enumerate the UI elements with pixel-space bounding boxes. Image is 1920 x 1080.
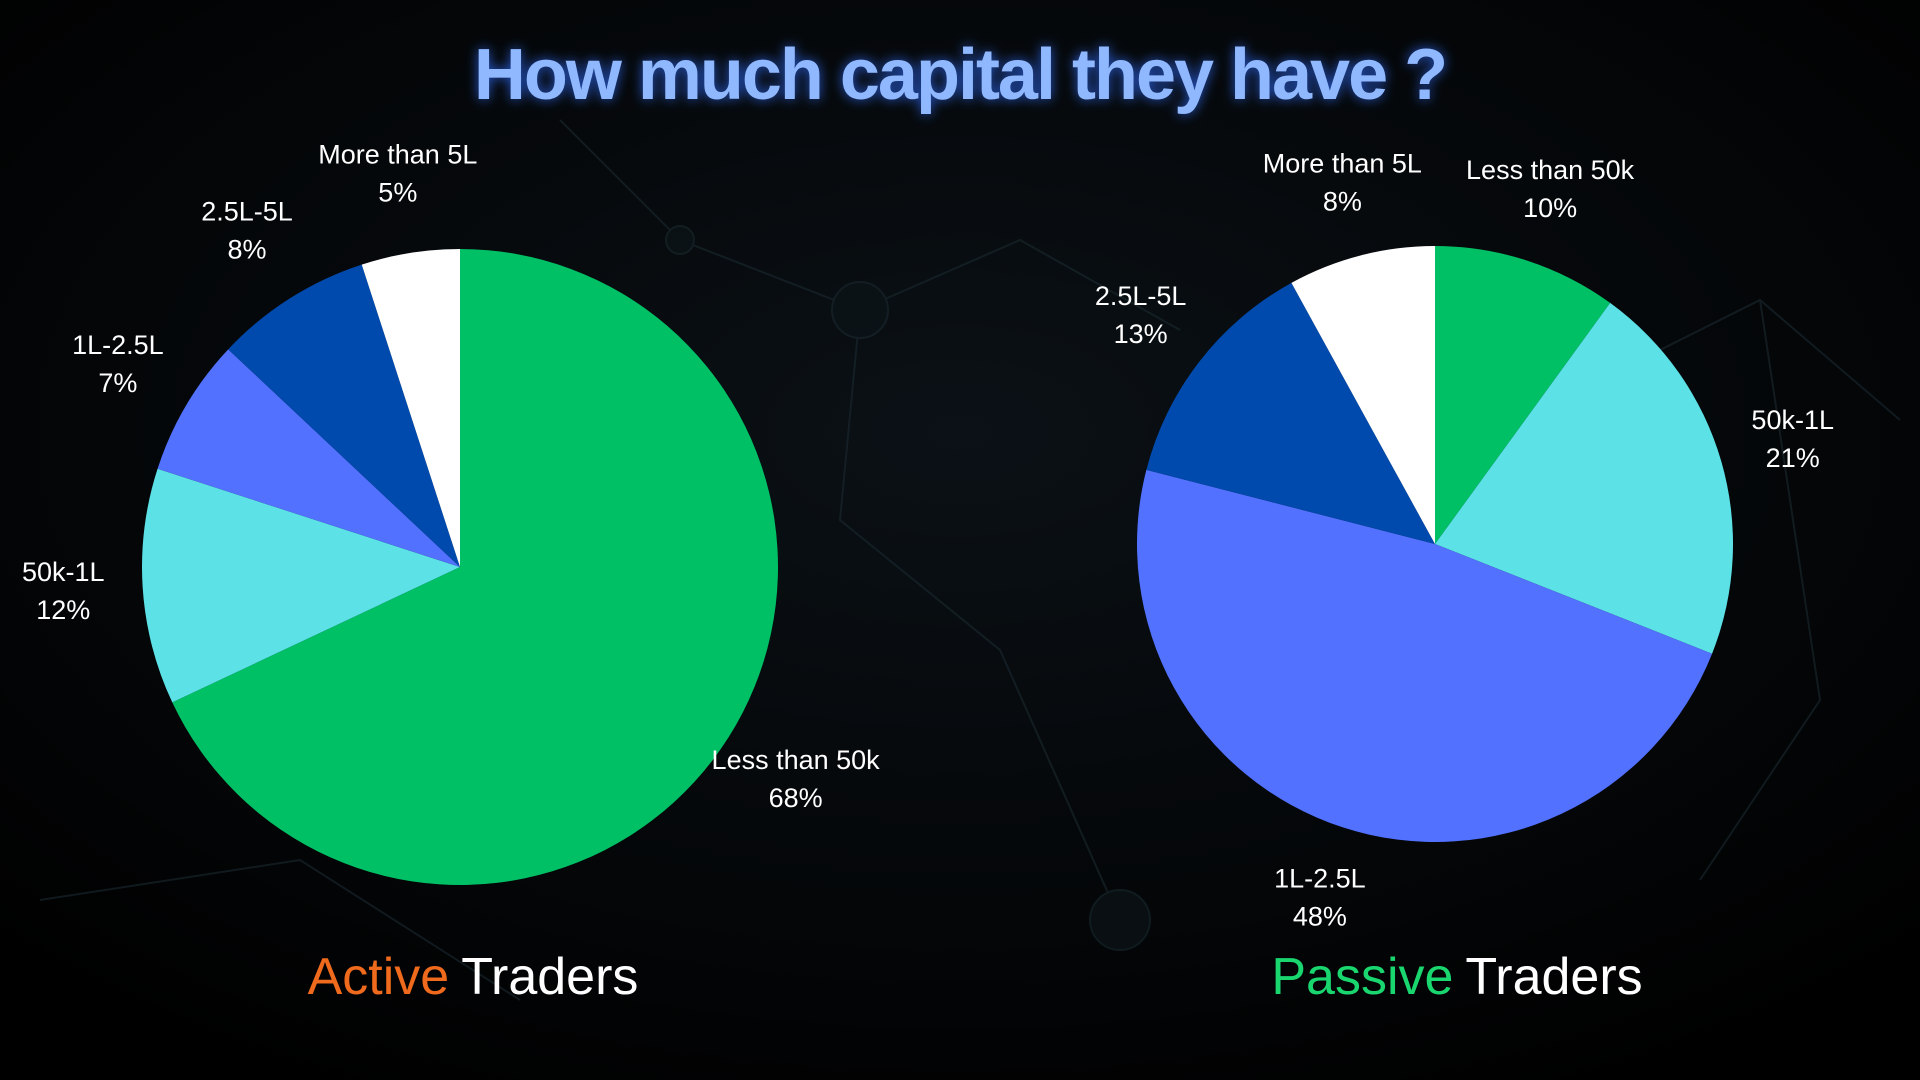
slice-category-label: 1L-2.5L bbox=[1274, 863, 1366, 893]
pie-slice bbox=[1146, 282, 1435, 544]
slice-category-label: 2.5L-5L bbox=[1095, 281, 1187, 311]
slice-value-label: 8% bbox=[227, 235, 266, 265]
pie-slice bbox=[1435, 246, 1611, 544]
slice-value-label: 7% bbox=[98, 368, 137, 398]
pie-slice bbox=[141, 468, 460, 703]
subtitle-word: Passive bbox=[1271, 948, 1453, 1006]
pie-slice bbox=[228, 264, 460, 567]
chart-subtitle: Active Traders bbox=[308, 948, 639, 1006]
slice-category-label: 1L-2.5L bbox=[72, 330, 164, 360]
slice-value-label: 12% bbox=[36, 595, 90, 625]
chart-subtitle: Passive Traders bbox=[1271, 948, 1642, 1006]
pie-slice bbox=[1435, 302, 1733, 654]
slice-category-label: Less than 50k bbox=[712, 745, 881, 775]
slice-value-label: 10% bbox=[1523, 193, 1577, 223]
pie-slice bbox=[1137, 469, 1713, 842]
slice-category-label: Less than 50k bbox=[1466, 155, 1635, 185]
slice-value-label: 21% bbox=[1766, 443, 1820, 473]
slice-value-label: 8% bbox=[1323, 186, 1362, 216]
slice-value-label: 68% bbox=[769, 783, 823, 813]
subtitle-word: Traders bbox=[1465, 948, 1642, 1006]
pie-slice bbox=[1291, 246, 1435, 544]
subtitle-word: Traders bbox=[461, 948, 638, 1006]
slice-category-label: More than 5L bbox=[1263, 148, 1422, 178]
network-decoration bbox=[39, 119, 1901, 1001]
slice-category-label: More than 5L bbox=[318, 140, 477, 170]
pie-slice bbox=[172, 249, 779, 886]
slice-value-label: 48% bbox=[1293, 901, 1347, 931]
page-title: How much capital they have ? bbox=[474, 35, 1446, 115]
slice-value-label: 5% bbox=[378, 178, 417, 208]
pie-slice bbox=[157, 349, 460, 567]
slice-category-label: 50k-1L bbox=[1751, 405, 1834, 435]
subtitle-word: Active bbox=[308, 948, 450, 1006]
pie-slice bbox=[361, 249, 460, 567]
slice-category-label: 2.5L-5L bbox=[201, 197, 293, 227]
slice-category-label: 50k-1L bbox=[22, 557, 105, 587]
slice-value-label: 13% bbox=[1114, 319, 1168, 349]
